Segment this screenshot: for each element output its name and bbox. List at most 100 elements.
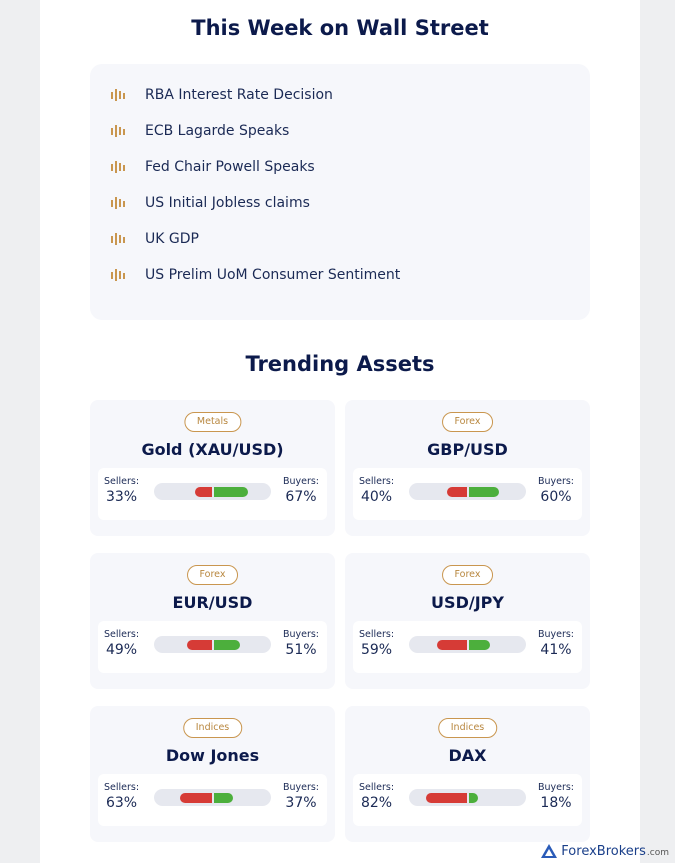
- buyers-bar: [469, 487, 499, 497]
- candlestick-icon: [111, 125, 125, 137]
- candlestick-icon: [111, 197, 125, 209]
- buyers-percent: 41%: [540, 642, 572, 658]
- candlestick-icon: [111, 233, 125, 245]
- trending-title: Trending Assets: [245, 352, 435, 376]
- candlestick-icon: [111, 161, 125, 173]
- event-item: US Prelim UoM Consumer Sentiment: [110, 257, 400, 293]
- buyers-percent: 60%: [540, 489, 572, 505]
- asset-card[interactable]: Forex GBP/USD Sellers: 40% Buyers: 60%: [345, 400, 590, 536]
- sellers-bar: [195, 487, 212, 497]
- sentiment-panel: Sellers: 49% Buyers: 51%: [98, 621, 327, 673]
- asset-card[interactable]: Indices DAX Sellers: 82% Buyers: 18%: [345, 706, 590, 842]
- sellers-bar: [187, 640, 212, 650]
- sellers-percent: 33%: [105, 489, 138, 505]
- sellers-stat: Sellers: 33%: [104, 476, 139, 505]
- sellers-bar: [437, 640, 467, 650]
- category-badge: Forex: [441, 412, 494, 432]
- sellers-bar: [426, 793, 467, 803]
- sellers-percent: 59%: [360, 642, 393, 658]
- event-item: Fed Chair Powell Speaks: [110, 149, 315, 185]
- category-badge: Indices: [437, 718, 498, 738]
- sellers-label: Sellers:: [359, 476, 395, 487]
- buyers-percent: 18%: [540, 795, 572, 811]
- sellers-stat: Sellers: 59%: [359, 629, 394, 658]
- buyers-bar: [214, 487, 248, 497]
- sellers-stat: Sellers: 82%: [359, 782, 394, 811]
- buyers-label: Buyers:: [537, 629, 574, 640]
- sentiment-panel: Sellers: 59% Buyers: 41%: [353, 621, 582, 673]
- sellers-label: Sellers:: [104, 476, 140, 487]
- event-label: RBA Interest Rate Decision: [145, 87, 333, 103]
- buyers-label: Buyers:: [537, 476, 574, 487]
- sentiment-panel: Sellers: 82% Buyers: 18%: [353, 774, 582, 826]
- event-label: UK GDP: [145, 231, 199, 247]
- asset-card[interactable]: Forex EUR/USD Sellers: 49% Buyers: 51%: [90, 553, 335, 689]
- buyers-percent: 67%: [285, 489, 317, 505]
- buyers-percent: 37%: [285, 795, 317, 811]
- event-label: ECB Lagarde Speaks: [145, 123, 290, 139]
- newsletter-page: This Week on Wall Street RBA Interest Ra…: [40, 0, 640, 863]
- asset-card[interactable]: Indices Dow Jones Sellers: 63% Buyers: 3…: [90, 706, 335, 842]
- buyers-stat: Buyers: 67%: [283, 476, 319, 505]
- calendar-title: This Week on Wall Street: [191, 16, 489, 40]
- sellers-stat: Sellers: 40%: [359, 476, 394, 505]
- sellers-label: Sellers:: [104, 782, 140, 793]
- sellers-percent: 40%: [360, 489, 393, 505]
- watermark-brand: ForexBrokers: [561, 843, 646, 859]
- sentiment-panel: Sellers: 40% Buyers: 60%: [353, 468, 582, 520]
- buyers-label: Buyers:: [282, 629, 319, 640]
- candlestick-icon: [111, 89, 125, 101]
- buyers-stat: Buyers: 60%: [538, 476, 574, 505]
- sellers-bar: [447, 487, 467, 497]
- category-badge: Forex: [441, 565, 494, 585]
- sellers-stat: Sellers: 63%: [104, 782, 139, 811]
- candlestick-icon: [111, 269, 125, 281]
- buyers-bar: [214, 793, 233, 803]
- sentiment-bar: [154, 789, 271, 806]
- sellers-stat: Sellers: 49%: [104, 629, 139, 658]
- sentiment-panel: Sellers: 63% Buyers: 37%: [98, 774, 327, 826]
- event-item: UK GDP: [110, 221, 199, 257]
- asset-card[interactable]: Forex USD/JPY Sellers: 59% Buyers: 41%: [345, 553, 590, 689]
- buyers-label: Buyers:: [282, 476, 319, 487]
- forexbrokers-logo-icon: [541, 844, 558, 858]
- buyers-bar: [469, 793, 478, 803]
- sellers-percent: 49%: [105, 642, 138, 658]
- sentiment-bar: [154, 483, 271, 500]
- category-badge: Forex: [186, 565, 239, 585]
- sentiment-bar: [154, 636, 271, 653]
- buyers-bar: [469, 640, 490, 650]
- category-badge: Indices: [182, 718, 243, 738]
- events-panel: RBA Interest Rate Decision ECB Lagarde S…: [90, 64, 590, 320]
- sellers-label: Sellers:: [359, 782, 395, 793]
- buyers-bar: [214, 640, 240, 650]
- event-label: Fed Chair Powell Speaks: [145, 159, 315, 175]
- event-item: RBA Interest Rate Decision: [110, 77, 333, 113]
- asset-card[interactable]: Metals Gold (XAU/USD) Sellers: 33% Buyer…: [90, 400, 335, 536]
- sentiment-bar: [409, 636, 526, 653]
- buyers-percent: 51%: [285, 642, 317, 658]
- buyers-label: Buyers:: [282, 782, 319, 793]
- buyers-label: Buyers:: [537, 782, 574, 793]
- sellers-label: Sellers:: [359, 629, 395, 640]
- buyers-stat: Buyers: 51%: [283, 629, 319, 658]
- sellers-percent: 82%: [360, 795, 393, 811]
- sentiment-panel: Sellers: 33% Buyers: 67%: [98, 468, 327, 520]
- category-badge: Metals: [183, 412, 242, 432]
- event-item: US Initial Jobless claims: [110, 185, 310, 221]
- asset-name: Dow Jones: [165, 746, 260, 765]
- asset-name: GBP/USD: [427, 440, 508, 459]
- forexbrokers-watermark: ForexBrokers .com: [540, 843, 669, 859]
- asset-name: Gold (XAU/USD): [141, 440, 284, 459]
- event-label: US Initial Jobless claims: [145, 195, 310, 211]
- watermark-suffix: .com: [646, 847, 669, 858]
- buyers-stat: Buyers: 18%: [538, 782, 574, 811]
- sellers-percent: 63%: [105, 795, 138, 811]
- asset-name: USD/JPY: [431, 593, 504, 612]
- asset-name: EUR/USD: [172, 593, 253, 612]
- sellers-label: Sellers:: [104, 629, 140, 640]
- sentiment-bar: [409, 483, 526, 500]
- sellers-bar: [180, 793, 212, 803]
- event-label: US Prelim UoM Consumer Sentiment: [145, 267, 401, 283]
- asset-name: DAX: [448, 746, 487, 765]
